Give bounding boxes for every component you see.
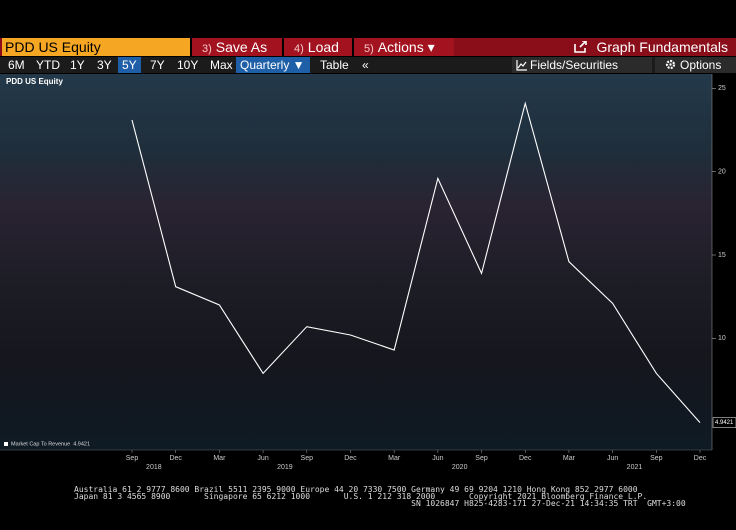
x-group-label: 2018 — [146, 464, 162, 471]
save-as-button[interactable]: 3) Save As — [190, 38, 282, 56]
range-button[interactable]: 6M — [8, 58, 25, 72]
key: 3) — [202, 43, 212, 55]
top-toolbar: PDD US Equity 3) Save As 4) Load 5) Actions… — [0, 38, 736, 56]
label: Fields/Securities — [530, 58, 619, 72]
graph-fundamentals[interactable]: Graph Fundamentals — [574, 38, 728, 56]
chart: PDD US Equity 10 15 20 25 Sep Dec Mar Jun Sep Dec… — [0, 74, 736, 471]
footer-line: Japan 81 3 4565 8900 Singapore 65 6212 1… — [74, 492, 648, 501]
y-tick-label: 10 — [718, 335, 726, 342]
label: Graph Fundamentals — [596, 39, 728, 55]
x-tick-label: Mar — [563, 455, 576, 462]
y-tick-label: 15 — [718, 252, 726, 259]
x-tick-label: Sep — [650, 455, 663, 462]
export-icon — [574, 40, 588, 53]
x-tick-label: Jun — [432, 455, 443, 462]
line — [131, 101, 701, 423]
x-tick-label: Jun — [257, 455, 268, 462]
key: 4) — [294, 43, 304, 55]
range-button[interactable]: Max — [210, 58, 233, 72]
label: Save As — [215, 39, 268, 55]
legend-swatch — [4, 442, 8, 446]
x-tick-label: Sep — [301, 455, 314, 462]
footer-line: Australia 61 2 9777 8600 Brazil 5511 239… — [74, 485, 638, 494]
range-button[interactable]: 3Y — [97, 58, 112, 72]
x-tick-label: Sep — [475, 455, 488, 462]
x-tick-label: Dec — [519, 455, 532, 462]
range-button[interactable]: YTD — [36, 58, 60, 72]
actions-button[interactable]: 5) Actions ▾ — [352, 38, 454, 56]
x-tick-label: Mar — [213, 455, 226, 462]
x-tick-label: Mar — [388, 455, 401, 462]
label: Actions ▾ — [377, 39, 435, 55]
security-field[interactable]: PDD US Equity — [2, 38, 190, 56]
chart-title: PDD US Equity — [6, 77, 63, 86]
y-tick-label: 25 — [718, 85, 726, 92]
x-group-label: 2021 — [627, 464, 643, 471]
fields-button[interactable]: Fields/Securities — [512, 57, 652, 73]
collapse-button[interactable]: « — [362, 58, 369, 72]
options-button[interactable]: Options — [655, 57, 736, 73]
x-tick-label: Sep — [126, 455, 139, 462]
load-button[interactable]: 4) Load — [282, 38, 352, 56]
range-button[interactable]: 5Y — [118, 57, 141, 73]
key: 5) — [364, 43, 374, 55]
y-tick-label: 20 — [718, 169, 726, 176]
range-button[interactable]: 7Y — [150, 58, 165, 72]
last-value-box — [712, 417, 736, 428]
legend-value: 4.9421 — [73, 441, 90, 447]
footer: Australia 61 2 9777 8600 Brazil 5511 239… — [74, 485, 686, 508]
range-toolbar: Quarterly ▼ Table « Fields/Securities Op… — [0, 57, 736, 73]
x-tick-label: Dec — [694, 455, 707, 462]
label: Load — [307, 39, 339, 55]
plot-background — [0, 74, 712, 450]
table-button[interactable]: Table — [320, 58, 349, 72]
x-tick-label: Jun — [607, 455, 618, 462]
range-button[interactable]: 10Y — [177, 58, 199, 72]
x-tick-label: Dec — [169, 455, 182, 462]
legend-label: Market Cap To Revenue — [11, 441, 70, 447]
footer-line: SN 1026847 H825-4283-171 27-Dec-21 14:34… — [74, 499, 686, 508]
x-group-label: 2020 — [452, 464, 468, 471]
gear-icon — [665, 59, 676, 70]
label: Options — [680, 58, 722, 72]
x-tick-label: Dec — [344, 455, 357, 462]
chart-icon — [516, 60, 527, 71]
range-button[interactable]: 1Y — [70, 58, 85, 72]
last-value-label: 4.9421 — [715, 420, 734, 426]
x-group-label: 2019 — [277, 464, 293, 471]
period-select[interactable]: Quarterly ▼ — [236, 57, 310, 73]
